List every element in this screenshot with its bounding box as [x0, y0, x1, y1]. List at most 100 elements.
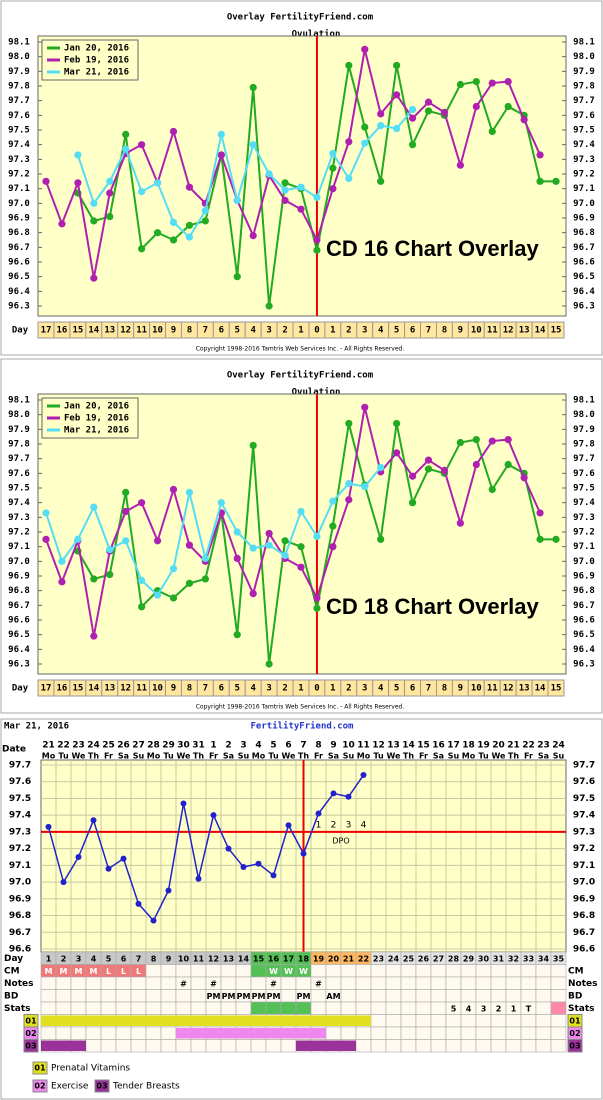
y-tick-label: 96.4: [8, 645, 30, 655]
y-tick-label: 97.6: [8, 469, 30, 479]
weekday-label: Fr: [419, 752, 428, 761]
y-tick-label: 97.4: [8, 498, 30, 508]
day-value: 12: [208, 954, 219, 963]
bar-row-cell: [430, 1039, 447, 1053]
bd-cell: [190, 989, 207, 1003]
stats-cell: [400, 1001, 417, 1015]
data-point: [520, 116, 528, 124]
bar-row-cell: [325, 1026, 342, 1040]
notes-cell: [475, 976, 492, 990]
data-point: [377, 177, 385, 185]
cm-cell: [235, 964, 252, 978]
notes-cell: [295, 976, 312, 990]
y-tick-label-right: 97.1: [573, 542, 595, 552]
temperature-point: [360, 772, 367, 779]
row-label-right: BD: [568, 991, 582, 1001]
data-point: [472, 460, 480, 469]
data-point: [122, 537, 130, 545]
data-point: [42, 509, 50, 517]
data-point: [265, 660, 273, 668]
y-tick-label: 97.9: [8, 67, 30, 77]
date-label: 28: [147, 741, 160, 751]
x-tick-label: 15: [551, 684, 562, 694]
data-point: [74, 535, 82, 543]
notes-cell: [400, 976, 417, 990]
bd-cell: [415, 989, 432, 1003]
bd-cell: [160, 989, 177, 1003]
data-point: [185, 233, 194, 241]
x-tick-label: 11: [487, 326, 498, 336]
data-point: [106, 570, 114, 579]
y-tick-label: 96.6: [8, 616, 30, 626]
notes-cell: [535, 976, 552, 990]
bar-row-cell: [385, 1026, 402, 1040]
y-tick-label-right: 98.0: [573, 52, 595, 62]
x-tick-label: 1: [330, 326, 335, 336]
weekday-label: Su: [553, 752, 565, 761]
x-tick-label: 3: [266, 326, 271, 336]
x-tick-label: 2: [282, 326, 287, 336]
notes-value: #: [210, 979, 217, 988]
y-tick-label: 97.0: [9, 878, 31, 888]
y-tick-label: 97.1: [8, 184, 30, 194]
cm-cell: [430, 964, 447, 978]
notes-cell: [280, 976, 297, 990]
series-line: [45, 466, 382, 597]
data-point: [520, 474, 528, 482]
x-tick-label: 2: [346, 326, 351, 336]
stats-cell: [325, 1001, 342, 1015]
data-point: [488, 127, 496, 136]
stats-cell: [130, 1001, 147, 1015]
y-tick-label-right: 98.1: [573, 396, 595, 406]
day-value: 8: [151, 954, 157, 963]
legend-label: Feb 19, 2016: [64, 414, 129, 424]
bar-row-cell: [130, 1026, 147, 1040]
x-tick-label: 8: [187, 326, 192, 336]
y-tick-label: 96.6: [9, 945, 31, 955]
y-tick-label: 97.7: [8, 96, 30, 106]
y-tick-label: 96.8: [8, 228, 30, 238]
x-tick-label: 14: [535, 684, 546, 694]
y-tick-label-right: 96.6: [573, 616, 595, 626]
y-tick-label-right: 96.6: [573, 945, 595, 955]
data-point: [504, 460, 512, 469]
cm-value: W: [284, 967, 293, 976]
x-tick-label: 10: [471, 684, 482, 694]
day-value: 5: [106, 954, 112, 963]
y-tick-label-right: 96.9: [573, 572, 595, 582]
copyright: Copyright 1998-2016 Tamtris Web Services…: [196, 704, 405, 711]
cm-value: M: [75, 967, 83, 976]
notes-cell: [100, 976, 117, 990]
stats-value: 2: [496, 1004, 502, 1013]
bar-row-cell: [505, 1014, 522, 1028]
data-point: [249, 441, 257, 450]
day-value: 22: [358, 954, 369, 963]
x-tick-label: 13: [104, 326, 115, 336]
notes-cell: [160, 976, 177, 990]
data-point: [90, 274, 98, 282]
temperature-point: [135, 900, 142, 907]
y-tick-label-right: 97.7: [573, 454, 595, 464]
bar-row-cell: [415, 1039, 432, 1053]
dpo-number: 3: [346, 820, 352, 830]
bd-cell: [550, 989, 567, 1003]
data-point: [297, 183, 305, 191]
data-point: [456, 80, 464, 89]
bd-cell: [175, 989, 192, 1003]
chart-title: Overlay FertilityFriend.com: [227, 370, 374, 381]
stats-cell: [355, 1001, 372, 1015]
cm-cell: [355, 964, 372, 978]
bar-row-cell: [115, 1039, 132, 1053]
bd-cell: [310, 989, 327, 1003]
stats-cell: [295, 1001, 312, 1015]
row-label-right: CM: [568, 966, 584, 976]
weekday-label: Sa: [118, 752, 129, 761]
data-point: [313, 193, 321, 202]
data-point: [153, 591, 162, 599]
weekday-label: We: [282, 752, 297, 761]
bar-row-cell: [460, 1026, 477, 1040]
data-point: [424, 465, 433, 473]
x-tick-label: 9: [458, 684, 463, 694]
stats-cell: [205, 1001, 222, 1015]
weekday-label: Mo: [252, 752, 266, 761]
